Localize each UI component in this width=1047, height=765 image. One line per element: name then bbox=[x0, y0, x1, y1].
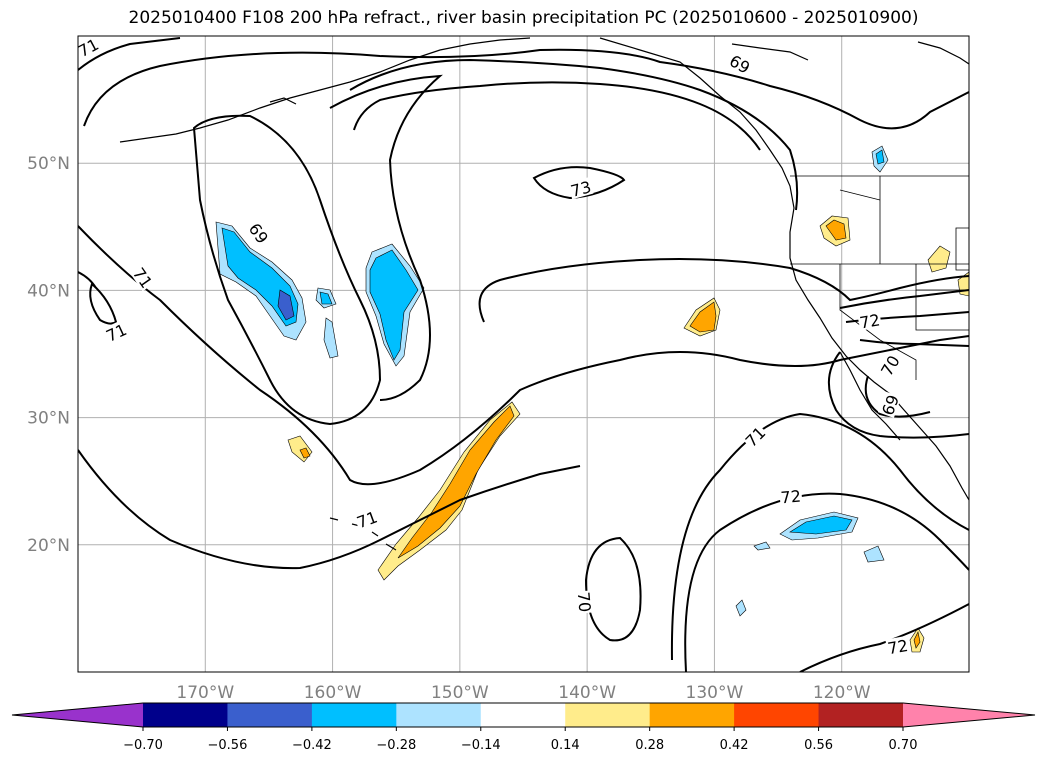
pos-anomaly-patch bbox=[397, 405, 515, 559]
contour-label-bg bbox=[567, 177, 594, 200]
contour-label-bg bbox=[857, 310, 882, 331]
colorbar-tick-label: 0.28 bbox=[635, 738, 664, 753]
colorbar-tick-label: 0.56 bbox=[804, 738, 833, 753]
contour-line bbox=[78, 449, 581, 570]
contour-label-bg bbox=[245, 218, 273, 247]
contour-line bbox=[799, 603, 969, 672]
contour-line bbox=[532, 166, 626, 200]
contour-line bbox=[859, 339, 969, 347]
contour-label-bg bbox=[876, 351, 903, 379]
map-title: 2025010400 F108 200 hPa refract., river … bbox=[128, 8, 919, 28]
lon-tick-label: 140°W bbox=[558, 683, 616, 703]
contour-label-bg bbox=[885, 635, 910, 657]
contour-line bbox=[827, 351, 969, 439]
lat-tick-label: 20°N bbox=[27, 536, 70, 556]
lon-tick-label: 130°W bbox=[686, 683, 744, 703]
refractivity-contours bbox=[78, 37, 969, 672]
contour-line bbox=[349, 58, 799, 211]
pos-anomaly-patch bbox=[689, 301, 717, 333]
contour-label-bg bbox=[130, 263, 157, 292]
contour-label-bg bbox=[575, 590, 595, 614]
colorbar-tick-label: −0.70 bbox=[123, 738, 163, 753]
lat-tick-label: 50°N bbox=[27, 154, 70, 174]
colorbar-segment bbox=[818, 703, 904, 727]
pos-anomaly-patch bbox=[299, 447, 311, 459]
contour-label: 72 bbox=[858, 310, 881, 332]
contour-line bbox=[845, 311, 969, 323]
contour-line bbox=[839, 289, 969, 309]
contour-line bbox=[78, 225, 969, 486]
neg-anomaly-patch bbox=[863, 545, 885, 563]
lon-tick-label: 160°W bbox=[304, 683, 362, 703]
contour-label-bg bbox=[74, 34, 102, 60]
contour-label-bg bbox=[741, 422, 769, 451]
contour-line bbox=[83, 48, 969, 130]
contour-line bbox=[89, 282, 118, 325]
colorbar-tick-label: 0.42 bbox=[720, 738, 749, 753]
contour-line bbox=[353, 81, 761, 151]
colorbar-extend-min bbox=[12, 703, 143, 727]
contour-line bbox=[478, 258, 969, 323]
contour-line bbox=[670, 412, 969, 661]
colorbar-segment bbox=[143, 703, 228, 727]
contour-label-bg bbox=[353, 507, 381, 531]
neg-anomaly-patch bbox=[369, 249, 419, 361]
neg-anomaly-patch bbox=[323, 317, 339, 359]
lat-tick-label: 40°N bbox=[27, 281, 70, 301]
colorbar-tick-label: 0.14 bbox=[551, 738, 580, 753]
pos-anomaly-patch bbox=[825, 219, 847, 241]
axis-tick-labels: 170°W 160°W 150°W 140°W 130°W 120°W 20°N 30°N 40… bbox=[27, 154, 871, 703]
shaded-anomalies bbox=[215, 145, 969, 653]
pos-anomaly-patch bbox=[913, 631, 921, 649]
neg-anomaly-patch bbox=[875, 149, 885, 165]
colorbar-tick-label: −0.42 bbox=[292, 738, 332, 753]
colorbar-tick-label: −0.28 bbox=[376, 738, 416, 753]
colorbar-segment bbox=[565, 703, 651, 727]
neg-anomaly-patch bbox=[789, 515, 853, 535]
contour-label-bg bbox=[779, 486, 803, 506]
contour-line bbox=[192, 114, 382, 426]
colorbar-tick-label: 0.70 bbox=[889, 738, 918, 753]
contour-line bbox=[78, 271, 97, 289]
lon-tick-label: 170°W bbox=[176, 683, 234, 703]
lon-tick-label: 150°W bbox=[431, 683, 489, 703]
map-frame bbox=[77, 35, 970, 673]
map-background bbox=[78, 36, 969, 672]
contour-label-bg bbox=[726, 50, 754, 77]
contour-line bbox=[864, 375, 931, 418]
colorbar-segment bbox=[311, 703, 397, 727]
colorbar-tick-label: −0.14 bbox=[461, 738, 501, 753]
colorbar-extend-max bbox=[903, 703, 1035, 727]
pos-anomaly-patch bbox=[927, 245, 951, 273]
contour-label: 70 bbox=[574, 591, 595, 613]
contour-line bbox=[78, 37, 181, 71]
contour-label-bg bbox=[877, 391, 902, 418]
contour-label: 72 bbox=[780, 487, 802, 508]
contour-line bbox=[684, 492, 969, 672]
colorbar-segment bbox=[396, 703, 482, 727]
contour-label-bg bbox=[102, 319, 130, 345]
contour-line bbox=[584, 536, 642, 642]
political-borders bbox=[790, 175, 969, 380]
contour-label: 73 bbox=[569, 177, 594, 201]
lat-tick-label: 30°N bbox=[27, 409, 70, 429]
neg-anomaly-patch bbox=[319, 291, 333, 305]
lon-tick-label: 120°W bbox=[813, 683, 871, 703]
colorbar-segment bbox=[480, 703, 566, 727]
neg-anomaly-patch bbox=[735, 599, 747, 617]
colorbar-segment bbox=[649, 703, 735, 727]
colorbar: −0.70 −0.56 −0.42 −0.28 −0.14 0.14 0.28 0.42 0.5… bbox=[11, 702, 1036, 753]
contour-line bbox=[329, 74, 443, 401]
colorbar-segment bbox=[227, 703, 313, 727]
contour-label: 72 bbox=[886, 636, 909, 658]
colorbar-segment bbox=[734, 703, 820, 727]
colorbar-tick-label: −0.56 bbox=[208, 738, 248, 753]
neg-anomaly-patch bbox=[277, 289, 295, 321]
neg-anomaly-patch bbox=[753, 541, 771, 551]
